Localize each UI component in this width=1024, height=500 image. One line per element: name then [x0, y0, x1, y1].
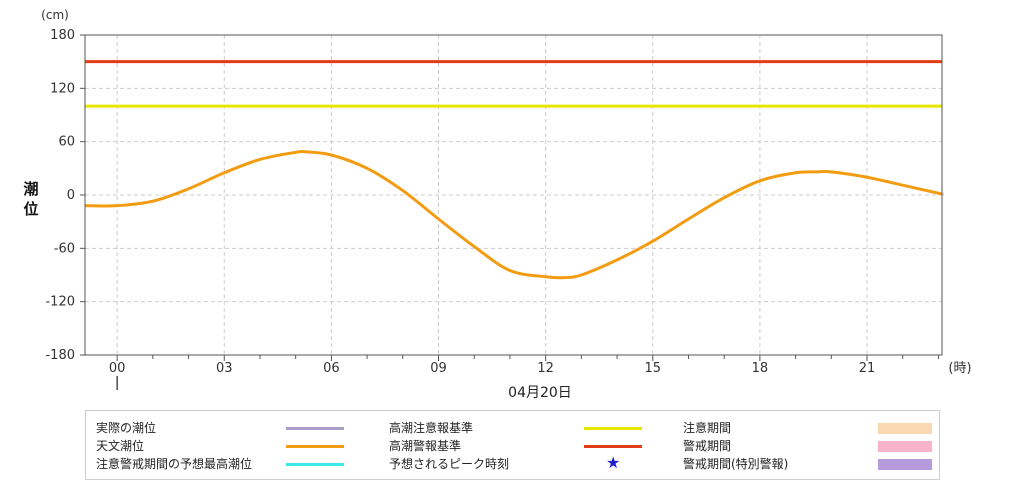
legend: 実際の潮位 天文潮位 注意警戒期間の予想最高潮位 高潮注意報基準 高潮警報基準 予想される…: [85, 410, 940, 480]
x-axis-ticks: 00 03 06 09 12 15 18 21: [109, 355, 939, 390]
legend-swatch: [878, 441, 932, 452]
legend-swatch: [584, 445, 642, 448]
x-axis-label: (時): [948, 361, 971, 376]
x-tick-label: 09: [430, 361, 447, 376]
threshold-lines: [85, 60, 942, 108]
legend-item: 警戒期間: [683, 437, 940, 455]
series-line-astronomical-tide: [84, 149, 944, 280]
y-tick-label: 180: [50, 28, 75, 43]
legend-label: 高潮警報基準: [389, 439, 462, 453]
y-tick-label: 120: [50, 81, 75, 96]
y-axis-label-char-1: 潮: [23, 180, 38, 198]
legend-swatch: [286, 427, 344, 430]
grid-lines: [85, 35, 942, 355]
legend-label: 注意期間: [683, 421, 732, 435]
legend-label: 天文潮位: [96, 439, 145, 453]
legend-swatch: [878, 459, 932, 470]
legend-item: 注意期間: [683, 419, 940, 437]
x-tick-label: 03: [216, 361, 233, 376]
legend-swatch: [878, 423, 932, 434]
tide-chart: 180 120 60 0 -60 -120 -180 00 03 06 09 12 15 18 21 (c…: [23, 8, 971, 401]
legend-label: 警戒期間(特別警報): [683, 457, 789, 471]
y-tick-label: 0: [67, 188, 75, 203]
legend-item: 高潮警報基準: [389, 437, 646, 455]
legend-item: 警戒期間(特別警報): [683, 455, 940, 473]
star-icon: ★: [606, 453, 621, 472]
x-tick-label: 00: [109, 361, 126, 376]
legend-swatch: [584, 427, 642, 430]
legend-item: 高潮注意報基準: [389, 419, 646, 437]
x-tick-label: 12: [537, 361, 554, 376]
x-tick-label: 21: [859, 361, 876, 376]
legend-label: 実際の潮位: [96, 421, 157, 435]
y-tick-label: 60: [58, 135, 75, 150]
y-tick-label: -180: [45, 348, 75, 363]
legend-label: 注意警戒期間の予想最高潮位: [96, 457, 253, 471]
legend-item: 天文潮位: [96, 437, 348, 455]
x-tick-label: 18: [752, 361, 769, 376]
legend-item: 注意警戒期間の予想最高潮位: [96, 455, 348, 473]
legend-label: 警戒期間: [683, 439, 732, 453]
legend-swatch: [286, 463, 344, 466]
legend-item: 実際の潮位: [96, 419, 348, 437]
legend-label: 高潮注意報基準: [389, 421, 474, 435]
x-tick-label: 06: [323, 361, 340, 376]
y-axis-label-char-2: 位: [23, 200, 38, 218]
y-axis-ticks: 180 120 60 0 -60 -120 -180: [45, 28, 85, 363]
legend-label: 予想されるピーク時刻: [389, 457, 510, 471]
date-label: 04月20日: [508, 385, 572, 401]
x-tick-label: 15: [644, 361, 661, 376]
y-tick-label: -120: [45, 295, 75, 310]
y-tick-label: -60: [54, 241, 75, 256]
legend-item: 予想されるピーク時刻 ★: [389, 453, 646, 473]
legend-swatch: [286, 445, 344, 448]
y-axis-unit: (cm): [41, 8, 69, 22]
